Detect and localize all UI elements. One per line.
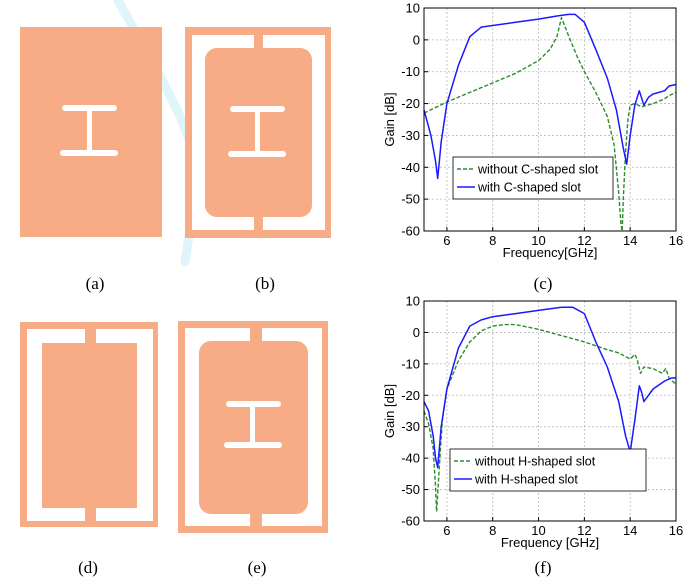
legend-box <box>449 448 647 492</box>
y-tick-label: -60 <box>401 224 420 239</box>
x-tick-label: 12 <box>577 233 591 248</box>
x-tick-label: 16 <box>669 523 683 538</box>
x-tick-label: 8 <box>489 233 496 248</box>
panel-label-e: (e) <box>248 558 267 577</box>
series-line-without <box>423 16 677 232</box>
y-axis-label: Gain [dB] <box>382 92 397 146</box>
y-tick-label: -40 <box>401 451 420 466</box>
antenna-a <box>20 27 162 237</box>
y-tick-label: -20 <box>401 96 420 111</box>
y-tick-label: -50 <box>401 482 420 497</box>
plot-frame <box>423 7 677 232</box>
x-tick-label: 10 <box>531 233 545 248</box>
panel-label-f: (f) <box>535 558 552 577</box>
y-tick-label: 0 <box>413 32 420 47</box>
h-slot <box>228 106 286 157</box>
panel-label-c: (c) <box>534 274 553 293</box>
y-tick-label: -10 <box>401 356 420 371</box>
antenna-e <box>178 321 328 533</box>
y-tick-label: -30 <box>401 419 420 434</box>
antenna-b <box>185 27 331 238</box>
panel-label-a: (a) <box>86 274 105 293</box>
antenna-d <box>20 322 158 527</box>
legend-entry: without H-shaped slot <box>474 455 596 469</box>
plot-frame <box>423 300 677 522</box>
y-tick-label: 0 <box>413 325 420 340</box>
series-line-without <box>423 323 677 513</box>
x-tick-label: 16 <box>669 233 683 248</box>
y-tick-label: -20 <box>401 388 420 403</box>
y-tick-label: 10 <box>406 294 420 309</box>
x-tick-label: 6 <box>443 233 450 248</box>
gain-chart-f: 6 8 10 12 14 16 10 0 -10 -20 -30 -40 -50 -60 Frequency… <box>382 294 683 551</box>
y-tick-label: -30 <box>401 128 420 143</box>
x-tick-label: 14 <box>623 523 637 538</box>
x-tick-label: 12 <box>577 523 591 538</box>
y-axis-label: Gain [dB] <box>382 384 397 438</box>
x-tick-label: 8 <box>489 523 496 538</box>
x-tick-label: 10 <box>531 523 545 538</box>
panel-label-b: (b) <box>255 274 275 293</box>
series-line-with <box>423 13 677 180</box>
h-slot <box>224 401 282 448</box>
legend-entry: without C-shaped slot <box>477 163 599 177</box>
y-tick-label: -10 <box>401 64 420 79</box>
x-tick-label: 14 <box>623 233 637 248</box>
x-axis-label: Frequency[GHz] <box>503 245 598 260</box>
legend-entry: with H-shaped slot <box>474 473 578 487</box>
series-line-with <box>423 306 676 469</box>
legend-box <box>452 156 614 200</box>
y-tick-label: -60 <box>401 514 420 529</box>
x-tick-label: 6 <box>443 523 450 538</box>
y-tick-label: 10 <box>406 1 420 16</box>
legend-entry: with C-shaped slot <box>477 181 581 195</box>
gain-chart-c: 6 8 10 12 14 16 10 0 -10 -20 -30 -40 -50 -60 Frequency… <box>382 1 683 261</box>
panel-label-d: (d) <box>78 558 98 577</box>
h-slot <box>60 105 118 156</box>
y-tick-label: -40 <box>401 160 420 175</box>
y-tick-label: -50 <box>401 192 420 207</box>
x-axis-label: Frequency [GHz] <box>501 535 599 550</box>
